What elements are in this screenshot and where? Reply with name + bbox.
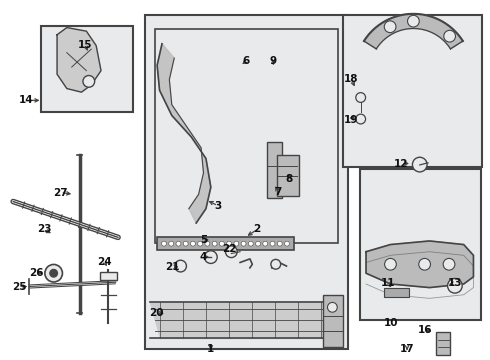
Circle shape xyxy=(443,258,455,270)
Text: 25: 25 xyxy=(12,282,26,292)
Text: 21: 21 xyxy=(166,262,180,272)
Circle shape xyxy=(271,260,281,269)
Circle shape xyxy=(205,241,210,246)
Circle shape xyxy=(83,76,95,87)
Circle shape xyxy=(277,241,282,246)
Circle shape xyxy=(356,93,366,102)
Text: 13: 13 xyxy=(448,278,462,288)
Bar xyxy=(343,15,482,167)
Circle shape xyxy=(384,21,396,33)
Circle shape xyxy=(227,241,232,246)
Bar xyxy=(145,15,347,348)
Circle shape xyxy=(327,302,337,312)
Circle shape xyxy=(191,241,196,246)
Bar xyxy=(42,26,133,112)
Circle shape xyxy=(356,114,366,124)
Circle shape xyxy=(50,269,57,277)
Bar xyxy=(277,155,299,196)
Circle shape xyxy=(248,241,253,246)
Text: 22: 22 xyxy=(222,244,237,254)
Circle shape xyxy=(256,241,261,246)
Text: 12: 12 xyxy=(394,158,409,168)
Circle shape xyxy=(408,15,419,27)
Circle shape xyxy=(413,157,427,172)
Text: 2: 2 xyxy=(254,225,261,234)
Text: 27: 27 xyxy=(53,188,68,198)
Text: 1: 1 xyxy=(207,343,215,354)
Text: 15: 15 xyxy=(78,40,93,50)
Text: 8: 8 xyxy=(285,174,293,184)
Circle shape xyxy=(197,241,202,246)
Circle shape xyxy=(204,251,217,264)
Polygon shape xyxy=(150,302,338,338)
Text: 19: 19 xyxy=(344,115,359,125)
Text: 16: 16 xyxy=(417,325,432,335)
Circle shape xyxy=(183,241,188,246)
Text: 18: 18 xyxy=(344,74,359,84)
Polygon shape xyxy=(157,44,211,223)
Bar xyxy=(436,332,450,355)
Circle shape xyxy=(270,241,275,246)
Circle shape xyxy=(263,241,268,246)
Circle shape xyxy=(444,30,456,42)
Polygon shape xyxy=(364,14,463,49)
Bar xyxy=(155,30,338,243)
Text: 24: 24 xyxy=(97,257,112,267)
Text: 7: 7 xyxy=(274,187,282,197)
Text: 3: 3 xyxy=(215,201,222,211)
Bar xyxy=(157,237,294,250)
Bar xyxy=(99,272,117,280)
Text: 5: 5 xyxy=(200,235,207,245)
Text: 11: 11 xyxy=(381,278,395,288)
Circle shape xyxy=(385,258,396,270)
Circle shape xyxy=(169,241,173,246)
Text: 9: 9 xyxy=(270,56,277,66)
Circle shape xyxy=(162,241,167,246)
Circle shape xyxy=(225,246,237,257)
Text: 14: 14 xyxy=(19,95,34,105)
Circle shape xyxy=(447,279,462,293)
Polygon shape xyxy=(366,241,473,288)
Text: 20: 20 xyxy=(149,309,163,318)
Bar xyxy=(267,142,282,198)
Text: 23: 23 xyxy=(37,225,51,234)
Bar xyxy=(360,169,481,320)
Circle shape xyxy=(176,241,181,246)
Circle shape xyxy=(234,241,239,246)
Text: 6: 6 xyxy=(243,56,249,66)
Polygon shape xyxy=(57,28,101,92)
Text: 17: 17 xyxy=(400,343,415,354)
Circle shape xyxy=(175,260,186,272)
Bar xyxy=(384,288,409,297)
Circle shape xyxy=(419,258,431,270)
Circle shape xyxy=(241,241,246,246)
Text: 26: 26 xyxy=(29,267,43,278)
Circle shape xyxy=(285,241,290,246)
Circle shape xyxy=(212,241,217,246)
Circle shape xyxy=(45,265,62,282)
Circle shape xyxy=(220,241,224,246)
Text: 4: 4 xyxy=(200,252,207,262)
Text: 10: 10 xyxy=(384,319,399,328)
Bar xyxy=(323,295,343,347)
